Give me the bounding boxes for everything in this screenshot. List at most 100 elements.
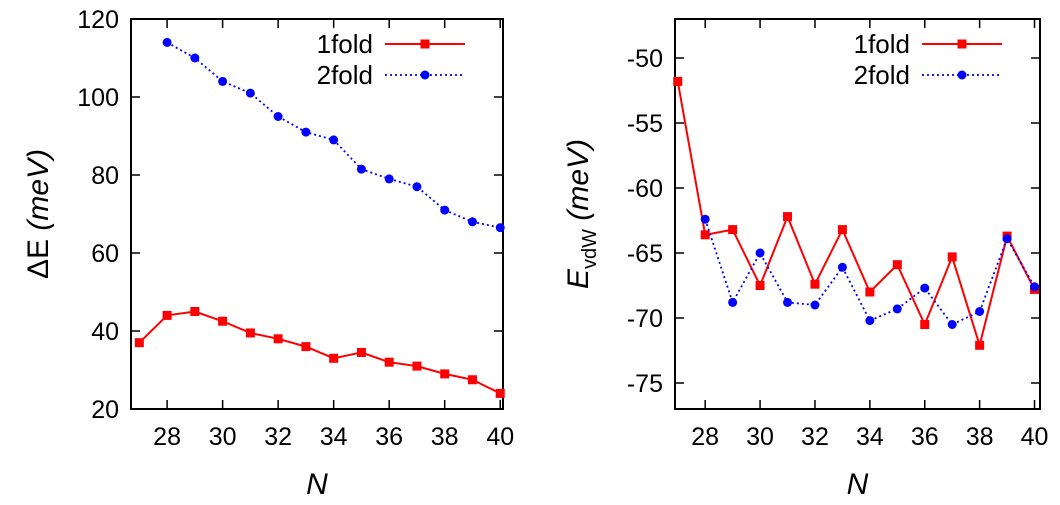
y-tick-label: -55 bbox=[627, 110, 663, 138]
right-plot-frame bbox=[674, 18, 1041, 410]
legend-label: 2fold bbox=[317, 60, 373, 90]
data-point bbox=[356, 347, 366, 357]
x-tick-label: 38 bbox=[431, 423, 459, 451]
legend-label: 2fold bbox=[854, 60, 910, 90]
x-tick-label: 30 bbox=[746, 423, 774, 451]
x-tick-label: 36 bbox=[375, 423, 403, 451]
data-point bbox=[218, 76, 228, 86]
x-tick-label: 40 bbox=[1021, 423, 1049, 451]
series-2fold bbox=[700, 214, 1040, 329]
series-line-2fold bbox=[704, 218, 1036, 326]
data-point bbox=[1030, 282, 1040, 292]
data-point bbox=[356, 164, 366, 174]
x-tick-label: 36 bbox=[911, 423, 939, 451]
data-point bbox=[865, 287, 875, 297]
y-axis-subscript: vdW bbox=[579, 229, 601, 269]
x-tick-label: 34 bbox=[320, 423, 348, 451]
data-point bbox=[783, 212, 793, 222]
y-tick-label: -75 bbox=[627, 370, 663, 398]
series-1fold bbox=[134, 307, 505, 398]
data-point bbox=[384, 174, 394, 184]
data-point bbox=[728, 297, 738, 307]
data-point bbox=[134, 338, 144, 348]
y-axis-label: ΔE (meV) bbox=[22, 149, 55, 279]
y-axis-label: EvdW (meV) bbox=[562, 139, 601, 289]
data-point bbox=[384, 357, 394, 367]
y-tick-label: 80 bbox=[91, 162, 119, 190]
data-point bbox=[700, 214, 710, 224]
y-tick-label: 40 bbox=[91, 318, 119, 346]
data-point bbox=[218, 316, 228, 326]
legend-marker bbox=[957, 39, 967, 49]
y-tick-label: 120 bbox=[77, 6, 119, 34]
data-point bbox=[865, 316, 875, 326]
data-point bbox=[755, 281, 765, 290]
data-point bbox=[440, 369, 450, 379]
data-point bbox=[440, 205, 450, 215]
data-point bbox=[495, 223, 505, 233]
right-panel: -75 -70 -65 -60 -55 -50 28 30 32 34 36 38 40 N EvdW (m… bbox=[562, 18, 1049, 501]
data-point bbox=[245, 328, 255, 338]
data-point bbox=[755, 248, 765, 258]
data-point bbox=[301, 127, 311, 137]
y-tick-label: -65 bbox=[627, 240, 663, 268]
data-point bbox=[920, 320, 930, 329]
legend-marker bbox=[420, 39, 430, 49]
data-point bbox=[673, 76, 683, 86]
data-point bbox=[162, 310, 172, 320]
x-tick-label: 32 bbox=[801, 423, 829, 451]
data-point bbox=[975, 340, 985, 350]
legend-label: 1fold bbox=[854, 29, 910, 59]
data-point bbox=[947, 252, 957, 262]
left-plot-frame bbox=[130, 18, 504, 410]
data-point bbox=[467, 375, 477, 385]
data-point bbox=[495, 388, 505, 398]
legend-marker bbox=[420, 70, 430, 80]
data-point bbox=[190, 53, 200, 63]
series-2fold bbox=[162, 37, 505, 233]
data-point bbox=[245, 88, 255, 98]
data-point bbox=[412, 182, 422, 192]
left-panel: 20 40 60 80 100 120 28 30 32 34 36 38 40 N ΔE (meV) 1fo… bbox=[22, 6, 514, 501]
data-point bbox=[273, 334, 283, 344]
y-axis-symbol: ΔE bbox=[22, 239, 55, 279]
x-axis-label: N bbox=[306, 468, 328, 501]
x-tick-label: 34 bbox=[856, 423, 884, 451]
series-1fold bbox=[673, 76, 1040, 350]
data-point bbox=[892, 304, 902, 314]
data-point bbox=[810, 300, 820, 310]
y-tick-label: -50 bbox=[627, 45, 663, 73]
data-point bbox=[728, 225, 738, 235]
y-axis-unit: (meV) bbox=[562, 139, 595, 229]
x-axis-label: N bbox=[847, 468, 869, 501]
y-tick-label: -60 bbox=[627, 175, 663, 203]
data-point bbox=[1002, 234, 1012, 244]
x-tick-label: 40 bbox=[486, 423, 514, 451]
x-tick-label: 28 bbox=[153, 423, 181, 451]
x-tick-label: 28 bbox=[691, 423, 719, 451]
data-point bbox=[329, 135, 339, 145]
data-point bbox=[329, 353, 339, 363]
data-point bbox=[412, 361, 422, 371]
series-line-1fold bbox=[676, 81, 1036, 349]
y-tick-label: 100 bbox=[77, 84, 119, 112]
legend-label: 1fold bbox=[317, 29, 373, 59]
y-axis-unit: (meV) bbox=[22, 149, 55, 239]
y-tick-label: 20 bbox=[91, 396, 119, 424]
data-point bbox=[162, 37, 172, 47]
data-point bbox=[837, 262, 847, 272]
x-tick-label: 32 bbox=[264, 423, 292, 451]
legend-marker bbox=[957, 70, 967, 80]
data-point bbox=[273, 112, 283, 121]
data-point bbox=[920, 283, 930, 293]
x-tick-label: 38 bbox=[966, 423, 994, 451]
x-tick-label: 30 bbox=[209, 423, 237, 451]
y-tick-label: 60 bbox=[91, 240, 119, 268]
data-point bbox=[892, 260, 902, 270]
y-axis-symbol: E bbox=[562, 268, 595, 289]
data-point bbox=[837, 225, 847, 235]
data-point bbox=[301, 342, 311, 352]
data-point bbox=[947, 320, 957, 329]
